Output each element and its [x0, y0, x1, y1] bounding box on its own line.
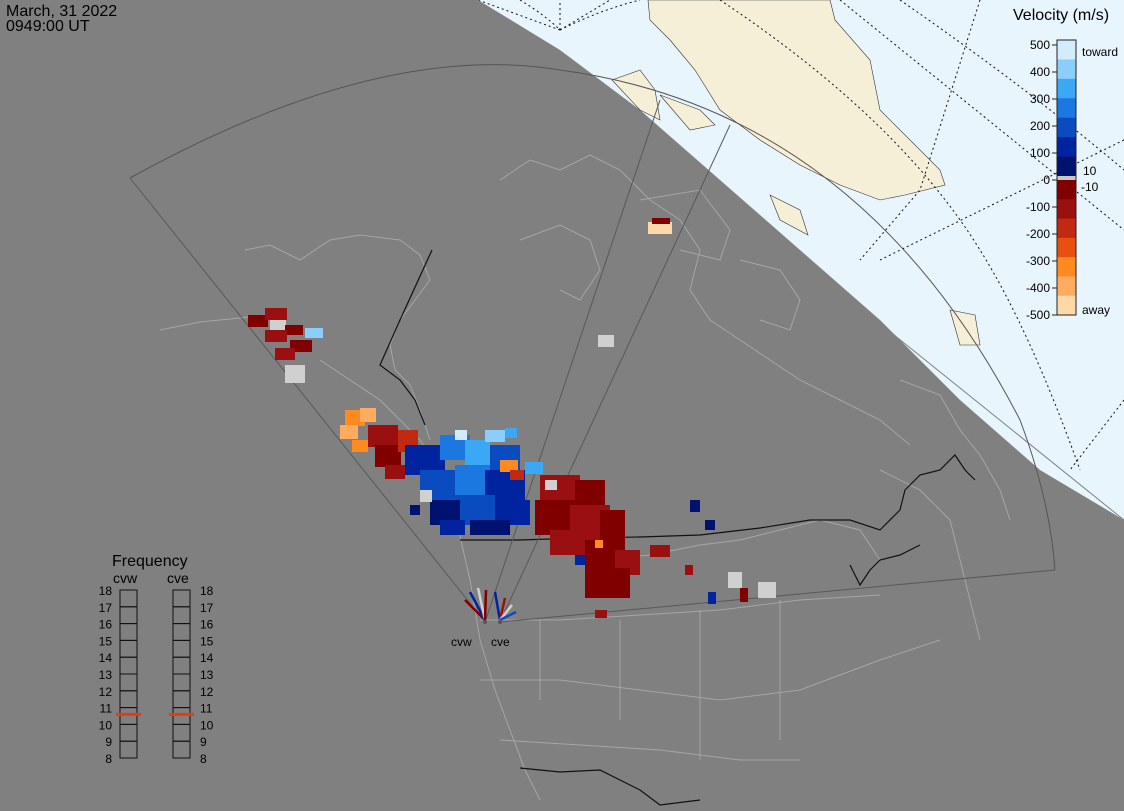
freq-tick-label-left: 10	[99, 718, 113, 732]
frequency-panel: Frequency cvw cve 18 18 17 17 16 16 15 15 14 14 13…	[99, 553, 214, 766]
freq-tick-label-left: 9	[105, 735, 112, 749]
freq-tick-label-left: 15	[99, 634, 113, 648]
colorbar-away-cell	[1057, 237, 1076, 258]
freq-tick-label-right: 8	[200, 752, 207, 766]
freq-tick-label-right: 17	[200, 601, 214, 615]
colorbar-toward-cell	[1057, 137, 1076, 158]
colorbar-away-cell	[1057, 218, 1076, 239]
colorbar-tick-label: -500	[1026, 308, 1050, 322]
freq-tick-label-right: 16	[200, 618, 214, 632]
colorbar-tick-label: -400	[1026, 281, 1050, 295]
frequency-title: Frequency	[112, 553, 188, 570]
colorbar-away-cell	[1057, 257, 1076, 277]
near-zero-pos-label: 10	[1083, 164, 1097, 178]
colorbar-toward-cell	[1057, 98, 1076, 119]
freq-tick-label-left: 8	[105, 752, 112, 766]
near-zero-neg-label: -10	[1081, 180, 1099, 194]
velocity-title: Velocity (m/s)	[1013, 7, 1109, 24]
fov-outlines	[129, 99, 1056, 623]
colorbar-toward-cell	[1057, 156, 1076, 177]
fov-outer-arc	[129, 64, 1056, 571]
colorbar-zero-cell	[1057, 176, 1076, 180]
freq-tick-label-right: 9	[200, 735, 207, 749]
colorbar-toward-cell	[1057, 117, 1076, 138]
freq-tick-label-left: 14	[99, 651, 113, 665]
time-label: 0949:00 UT	[6, 18, 90, 35]
cve-site-marker	[498, 620, 502, 624]
colorbar-tick-label: 400	[1030, 65, 1050, 79]
toward-label: toward	[1082, 45, 1118, 59]
freq-tick-label-right: 11	[200, 702, 213, 716]
cvw-site-label: cvw	[451, 635, 472, 649]
colorbar-tick-label: -100	[1026, 200, 1050, 214]
cve-site-label: cve	[491, 635, 510, 649]
colorbar-toward-cell	[1057, 59, 1076, 80]
colorbar-toward-cell	[1057, 40, 1076, 60]
colorbar-tick-label: -300	[1026, 254, 1050, 268]
freq-tick-label-left: 12	[99, 685, 113, 699]
colorbar-tick-label: -200	[1026, 227, 1050, 241]
colorbar-tick-label: 200	[1030, 119, 1050, 133]
date-label: March, 31 2022	[6, 3, 117, 20]
colorbar-tick-label: 300	[1030, 92, 1050, 106]
terminator-line	[477, 0, 1124, 521]
colorbar-tick-label: 100	[1030, 146, 1050, 160]
colorbar-away-cell	[1057, 295, 1076, 316]
freq-tick-label-left: 16	[99, 618, 113, 632]
colorbar-toward-cell	[1057, 78, 1076, 99]
greenland-land	[647, 0, 946, 201]
cvw-freq-header: cvw	[113, 570, 138, 586]
freq-cell	[119, 740, 138, 759]
freq-tick-label-left: 13	[99, 668, 113, 682]
freq-tick-label-right: 18	[200, 584, 214, 598]
cvw-site-marker	[483, 620, 487, 624]
freq-tick-label-right: 12	[200, 685, 214, 699]
freq-cell	[172, 740, 191, 759]
freq-tick-label-right: 14	[200, 651, 214, 665]
colorbar-tick-label: 500	[1030, 38, 1050, 52]
cve-freq-header: cve	[167, 570, 189, 586]
velocity-colorbar: Velocity (m/s) 500 400 300 200 100 0 -100 -200 -…	[1013, 7, 1118, 322]
colorbar-away-cell	[1057, 199, 1076, 220]
colorbar-away-cell	[1057, 276, 1076, 297]
freq-tick-label-right: 15	[200, 634, 214, 648]
colorbar-away-cell	[1057, 180, 1076, 200]
freq-tick-label-left: 18	[99, 584, 113, 598]
freq-tick-label-left: 11	[100, 702, 113, 716]
backscatter-cells	[248, 218, 776, 624]
freq-tick-label-right: 10	[200, 718, 214, 732]
freq-tick-label-right: 13	[200, 668, 214, 682]
away-label: away	[1082, 303, 1110, 317]
freq-tick-label-left: 17	[99, 601, 113, 615]
colorbar-tick-label: 0	[1043, 173, 1050, 187]
